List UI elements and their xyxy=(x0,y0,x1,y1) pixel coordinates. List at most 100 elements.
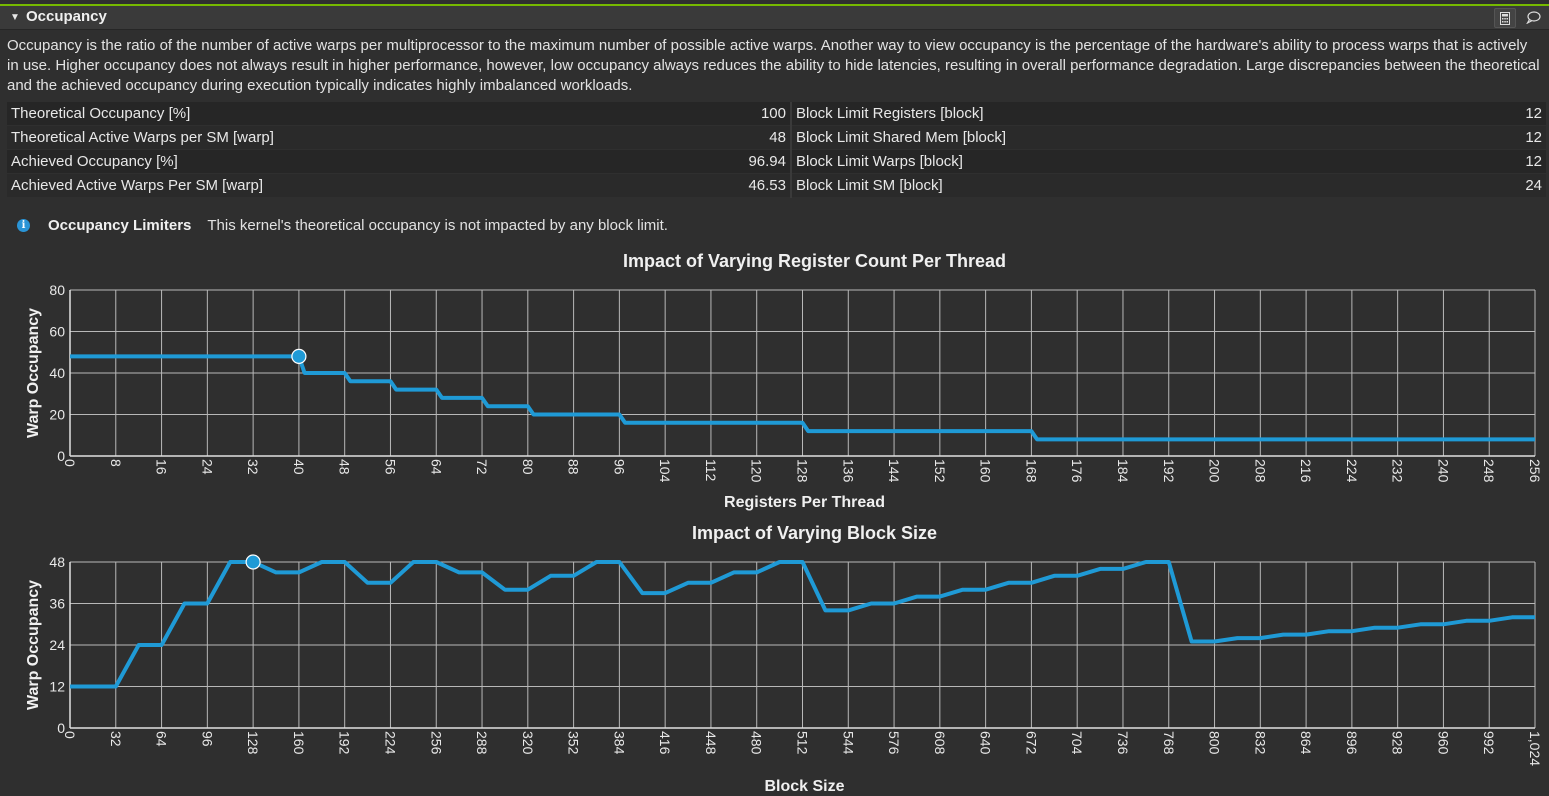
y-tick-label: 0 xyxy=(57,720,65,736)
x-tick-label: 144 xyxy=(886,459,902,483)
x-tick-label: 240 xyxy=(1435,459,1451,483)
x-tick-label: 224 xyxy=(1344,459,1360,483)
x-tick-label: 768 xyxy=(1161,731,1177,755)
x-axis-label: Registers Per Thread xyxy=(724,494,885,511)
metric-value: 96.94 xyxy=(744,149,792,174)
x-tick-label: 216 xyxy=(1298,459,1314,483)
metric-value: 12 xyxy=(1521,149,1546,174)
x-tick-label: 16 xyxy=(154,459,170,475)
x-tick-label: 640 xyxy=(978,731,994,755)
current-value-marker xyxy=(245,554,261,570)
x-tick-label: 120 xyxy=(749,459,765,483)
x-tick-label: 152 xyxy=(932,459,948,483)
y-axis-label: Warp Occupancy xyxy=(25,308,42,438)
series-line xyxy=(70,560,1535,689)
section-accent-line xyxy=(0,4,1549,6)
x-tick-label: 320 xyxy=(520,731,536,755)
x-tick-label: 176 xyxy=(1069,459,1085,483)
metric-value: 12 xyxy=(1521,125,1546,150)
x-tick-label: 96 xyxy=(611,459,627,475)
comment-button[interactable] xyxy=(1523,8,1543,26)
x-tick-label: 736 xyxy=(1115,731,1131,755)
metric-value: 12 xyxy=(1521,102,1546,126)
metrics-row: Theoretical Active Warps per SM [warp] 4… xyxy=(7,125,1546,150)
x-tick-label: 48 xyxy=(337,459,353,475)
x-tick-label: 32 xyxy=(108,731,124,747)
x-tick-label: 352 xyxy=(566,731,582,755)
metric-value: 48 xyxy=(744,125,792,150)
x-tick-label: 544 xyxy=(840,731,856,755)
x-tick-label: 0 xyxy=(62,731,78,739)
metric-label: Block Limit Shared Mem [block] xyxy=(790,125,1522,150)
x-tick-label: 576 xyxy=(886,731,902,755)
current-value-marker xyxy=(291,348,307,365)
metric-label: Block Limit Registers [block] xyxy=(790,102,1522,126)
x-tick-label: 208 xyxy=(1252,459,1268,483)
y-tick-label: 0 xyxy=(57,448,65,464)
caret-down-icon[interactable]: ▼ xyxy=(10,12,20,23)
x-tick-label: 200 xyxy=(1207,459,1223,483)
x-axis-label: Block Size xyxy=(764,778,844,795)
y-tick-label: 36 xyxy=(49,596,65,612)
x-tick-label: 960 xyxy=(1435,731,1451,755)
x-tick-label: 480 xyxy=(749,731,765,755)
metrics-row: Achieved Occupancy [%] 96.94 Block Limit… xyxy=(7,149,1546,174)
y-tick-label: 60 xyxy=(49,324,65,340)
register-count-chart[interactable]: Impact of Varying Register Count Per Thr… xyxy=(0,246,1549,516)
calculator-icon xyxy=(1500,11,1510,25)
info-icon[interactable]: i xyxy=(17,218,30,232)
x-tick-label: 24 xyxy=(199,459,215,475)
x-tick-label: 288 xyxy=(474,731,490,755)
occupancy-limiters: i Occupancy Limiters This kernel's theor… xyxy=(17,215,668,235)
x-tick-label: 64 xyxy=(428,459,444,475)
x-tick-label: 224 xyxy=(382,731,398,755)
x-tick-label: 96 xyxy=(199,731,215,747)
x-tick-label: 184 xyxy=(1115,459,1131,483)
x-tick-label: 80 xyxy=(520,459,536,475)
x-tick-label: 832 xyxy=(1252,731,1268,755)
limiters-text: This kernel's theoretical occupancy is n… xyxy=(207,216,668,234)
series-line xyxy=(70,354,1535,442)
y-tick-label: 24 xyxy=(49,637,65,653)
metric-value: 100 xyxy=(744,102,792,126)
x-tick-label: 128 xyxy=(245,731,261,755)
x-tick-label: 128 xyxy=(795,459,811,483)
x-tick-label: 896 xyxy=(1344,731,1360,755)
metric-label: Block Limit Warps [block] xyxy=(790,149,1522,174)
x-tick-label: 384 xyxy=(611,731,627,755)
metric-label: Theoretical Active Warps per SM [warp] xyxy=(7,125,745,150)
x-tick-label: 864 xyxy=(1298,731,1314,755)
x-tick-label: 8 xyxy=(108,459,124,467)
limiters-title: Occupancy Limiters xyxy=(48,216,192,234)
chart-title: Impact of Varying Block Size xyxy=(692,523,937,543)
y-tick-label: 20 xyxy=(49,407,65,423)
x-tick-label: 800 xyxy=(1207,731,1223,755)
section-description: Occupancy is the ratio of the number of … xyxy=(7,37,1540,94)
y-tick-label: 48 xyxy=(49,554,65,570)
x-tick-label: 40 xyxy=(291,459,307,475)
y-axis-label: Warp Occupancy xyxy=(25,580,42,710)
x-tick-label: 928 xyxy=(1390,731,1406,755)
x-tick-label: 704 xyxy=(1069,731,1085,755)
x-tick-label: 104 xyxy=(657,459,673,483)
metrics-row: Theoretical Occupancy [%] 100 Block Limi… xyxy=(7,102,1546,126)
metric-label: Theoretical Occupancy [%] xyxy=(7,102,745,126)
x-tick-label: 88 xyxy=(566,459,582,475)
x-tick-label: 168 xyxy=(1023,459,1039,483)
y-tick-label: 40 xyxy=(49,365,65,381)
x-tick-label: 192 xyxy=(1161,459,1177,483)
section-header[interactable]: ▼ Occupancy xyxy=(0,6,1549,30)
x-tick-label: 136 xyxy=(840,459,856,483)
chart-title: Impact of Varying Register Count Per Thr… xyxy=(623,251,1006,271)
calculator-button[interactable] xyxy=(1494,8,1516,28)
x-tick-label: 72 xyxy=(474,459,490,475)
comment-icon xyxy=(1525,10,1541,24)
x-tick-label: 160 xyxy=(978,459,994,483)
metrics-row: Achieved Active Warps Per SM [warp] 46.5… xyxy=(7,173,1546,198)
x-tick-label: 1,024 xyxy=(1527,731,1543,766)
x-tick-label: 56 xyxy=(382,459,398,475)
x-tick-label: 512 xyxy=(795,731,811,755)
x-tick-label: 232 xyxy=(1390,459,1406,483)
x-tick-label: 32 xyxy=(245,459,261,475)
